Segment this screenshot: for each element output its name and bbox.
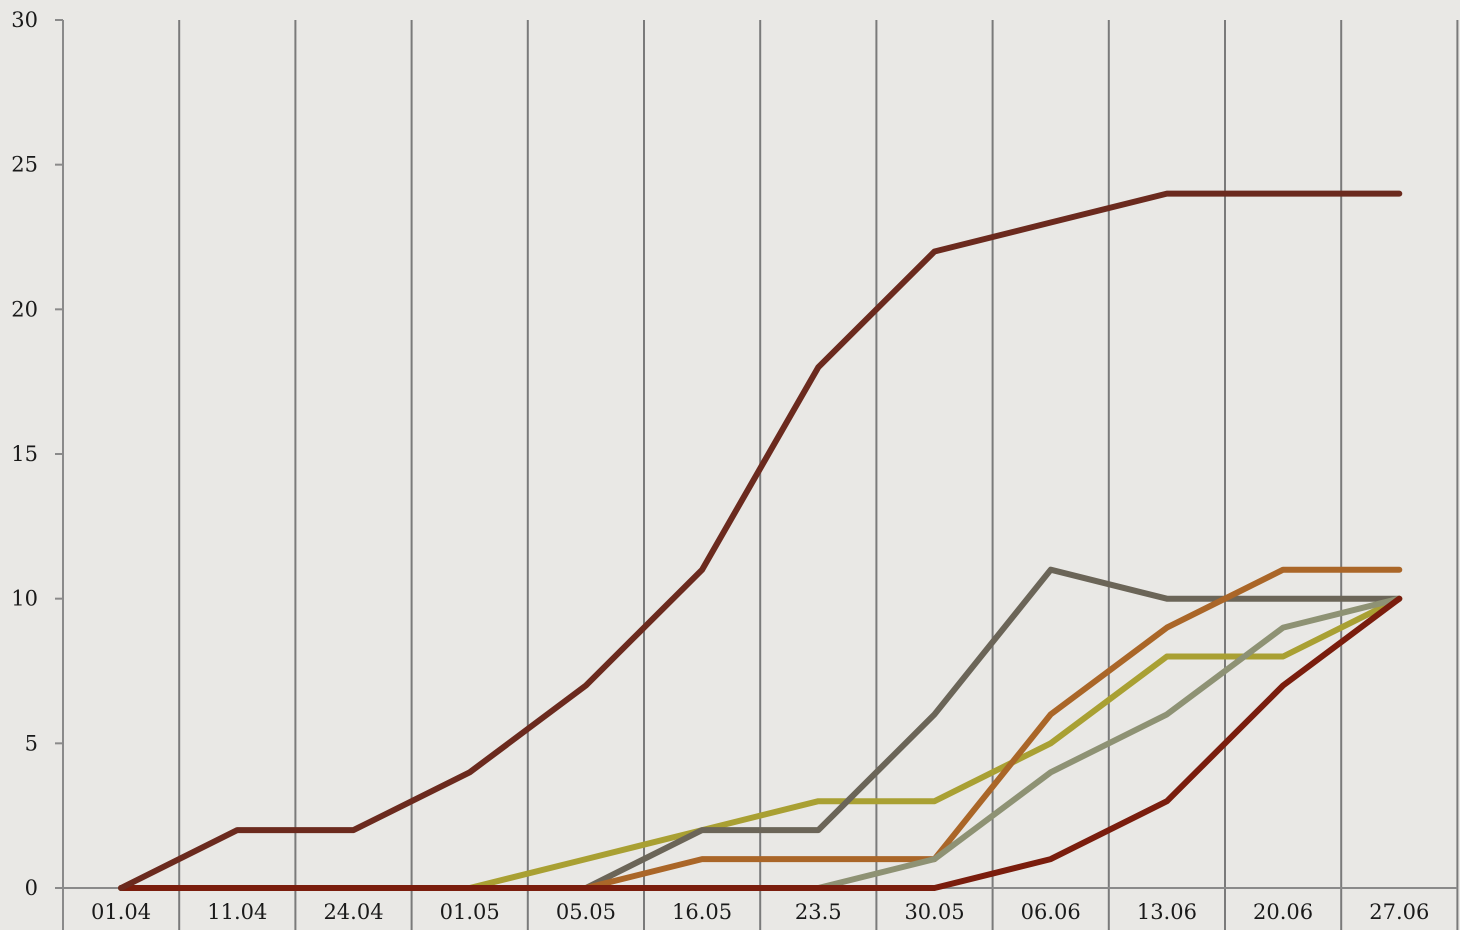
x-tick-label: 11.04 [207,900,267,924]
x-tick-label: 24.04 [323,900,383,924]
x-tick-label: 30.05 [904,900,964,924]
y-tick-label: 25 [11,153,38,177]
y-tick-label: 15 [11,442,38,466]
x-tick-label: 06.06 [1021,900,1081,924]
series-line-6 [118,595,1403,891]
x-tick-label: 01.04 [91,900,151,924]
y-tick-label: 0 [25,876,38,900]
series-line-1 [118,190,1403,891]
x-axis-tick-labels: 01.04 11.04 24.04 01.05 05.05 16.05 23.5 30.05 0… [91,900,1429,924]
x-tick-label: 20.06 [1253,900,1313,924]
y-tick-label: 20 [11,297,38,321]
x-tick-label: 13.06 [1137,900,1197,924]
x-tick-label: 16.05 [672,900,732,924]
y-tick-label: 30 [11,8,38,32]
x-tick-label: 01.05 [440,900,500,924]
y-axis-tick-labels: 0 5 10 15 20 25 30 [11,8,38,900]
x-tick-label: 27.06 [1369,900,1429,924]
x-tick-label: 23.5 [795,900,842,924]
y-tick-label: 5 [25,731,38,755]
gridlines [178,20,1459,930]
series-lines [118,190,1403,891]
x-tick-label: 05.05 [556,900,616,924]
y-tick-label: 10 [11,587,38,611]
